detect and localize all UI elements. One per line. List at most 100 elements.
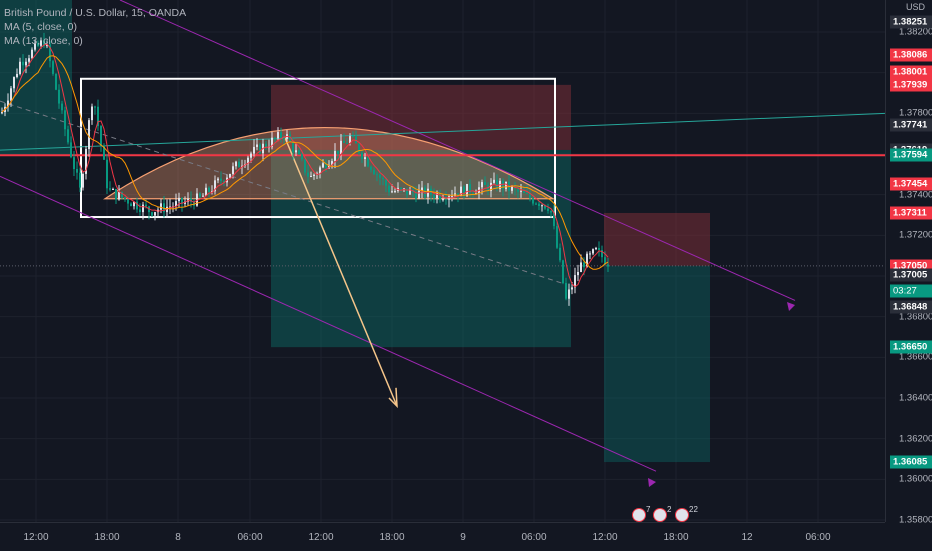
candle-body [343, 140, 345, 143]
economic-event-flag-icon[interactable]: 7 [632, 505, 650, 522]
candle-body [127, 198, 129, 204]
candle-body [565, 283, 567, 299]
price-label[interactable]: 1.36848 [890, 300, 932, 314]
candle-body [82, 173, 84, 188]
candle-body [49, 44, 51, 62]
candle-body [208, 187, 210, 193]
chart-canvas[interactable] [0, 0, 885, 522]
candle-body [34, 43, 36, 50]
candle-body [190, 198, 192, 202]
candle-body [433, 194, 435, 199]
candle-body [88, 120, 90, 150]
time-tick: 18:00 [663, 532, 689, 543]
candle-body [175, 201, 177, 207]
price-axis[interactable]: USD 1.382001.380001.378001.376001.374001… [885, 0, 932, 526]
candle-body [124, 197, 126, 199]
price-label[interactable]: 1.37454 [890, 177, 932, 191]
candle-body [139, 209, 141, 213]
candle-body [505, 181, 507, 189]
candle-body [160, 203, 162, 210]
candle-body [379, 174, 381, 178]
candle-body [424, 187, 426, 197]
ma13-indicator-label[interactable]: MA (13, close, 0) [4, 35, 83, 47]
economic-event-flag-icon[interactable]: 22 [675, 505, 698, 522]
candle-body [277, 132, 279, 139]
price-label[interactable]: 1.38001 [890, 65, 932, 79]
candle-body [19, 61, 21, 74]
candle-body [103, 145, 105, 160]
price-label[interactable]: 1.37005 [890, 268, 932, 282]
candle-body [535, 203, 537, 205]
candle-body [133, 201, 135, 207]
time-tick: 8 [175, 532, 181, 543]
event-count: 2 [667, 505, 672, 514]
candle-body [184, 201, 186, 204]
time-axis[interactable]: 12:00 18:00 8 06:00 12:00 18:00 9 06:00 12:00 18:… [0, 522, 885, 551]
price-label[interactable]: 1.36650 [890, 340, 932, 354]
time-tick: 06:00 [237, 532, 263, 543]
candle-body [322, 163, 324, 168]
bar-countdown-label[interactable]: 03:27 [890, 284, 932, 298]
time-tick: 06:00 [521, 532, 547, 543]
candle-body [595, 247, 597, 250]
candle-body [61, 103, 63, 111]
candle-body [589, 253, 591, 255]
candle-body [502, 180, 504, 189]
time-tick: 18:00 [94, 532, 120, 543]
candle-body [118, 191, 120, 200]
price-label[interactable]: 1.37594 [890, 148, 932, 162]
price-tick: 1.38200 [899, 26, 932, 38]
candle-body [229, 173, 231, 178]
candle-body [382, 177, 384, 180]
price-label[interactable]: 1.37939 [890, 78, 932, 92]
time-tick: 12:00 [592, 532, 618, 543]
event-count: 22 [689, 505, 698, 514]
projection-arrow [284, 137, 398, 407]
candle-body [481, 182, 483, 188]
candle-body [598, 247, 600, 251]
projection-arrowhead [388, 387, 398, 409]
candle-body [400, 187, 402, 189]
candle-body [295, 150, 297, 153]
candle-body [445, 199, 447, 201]
candle-body [580, 262, 582, 273]
candle-body [544, 205, 546, 209]
time-tick: 06:00 [805, 532, 831, 543]
candle-body [325, 163, 327, 169]
time-tick: 9 [460, 532, 466, 543]
candle-body [76, 169, 78, 173]
symbol-title[interactable]: British Pound / U.S. Dollar, 15, OANDA [4, 7, 187, 19]
price-label[interactable]: 1.36085 [890, 455, 932, 469]
candle-body [271, 137, 273, 148]
candle-body [220, 178, 222, 181]
price-label[interactable]: 1.37311 [890, 206, 932, 220]
candle-body [280, 132, 282, 138]
price-label[interactable]: 1.38086 [890, 48, 932, 62]
candle-body [439, 193, 441, 200]
trend-line-teal [0, 112, 885, 151]
candle-body [205, 187, 207, 196]
candle-body [52, 61, 54, 74]
ma13-line [1, 55, 609, 270]
economic-event-flag-icon[interactable]: 2 [653, 505, 671, 522]
price-chart[interactable]: British Pound / U.S. Dollar, 15, OANDA M… [0, 0, 885, 522]
price-label[interactable]: 1.38251 [890, 15, 932, 29]
price-tick: 1.36200 [899, 433, 932, 445]
candle-body [355, 136, 357, 144]
candle-body [577, 272, 579, 276]
channel-lower-line [0, 175, 657, 472]
price-label[interactable]: 1.37741 [890, 118, 932, 132]
candle-body [109, 188, 111, 190]
price-tick: 1.36600 [899, 351, 932, 363]
price-tick: 1.35800 [899, 514, 932, 526]
candle-body [247, 157, 249, 165]
ma5-indicator-label[interactable]: MA (5, close, 0) [4, 21, 77, 33]
time-tick: 12:00 [23, 532, 49, 543]
candle-body [340, 140, 342, 154]
candle-body [73, 157, 75, 170]
candle-body [13, 77, 15, 89]
candle-body [337, 150, 339, 154]
candle-body [550, 210, 552, 213]
candle-body [28, 58, 30, 62]
candle-body [121, 191, 123, 198]
